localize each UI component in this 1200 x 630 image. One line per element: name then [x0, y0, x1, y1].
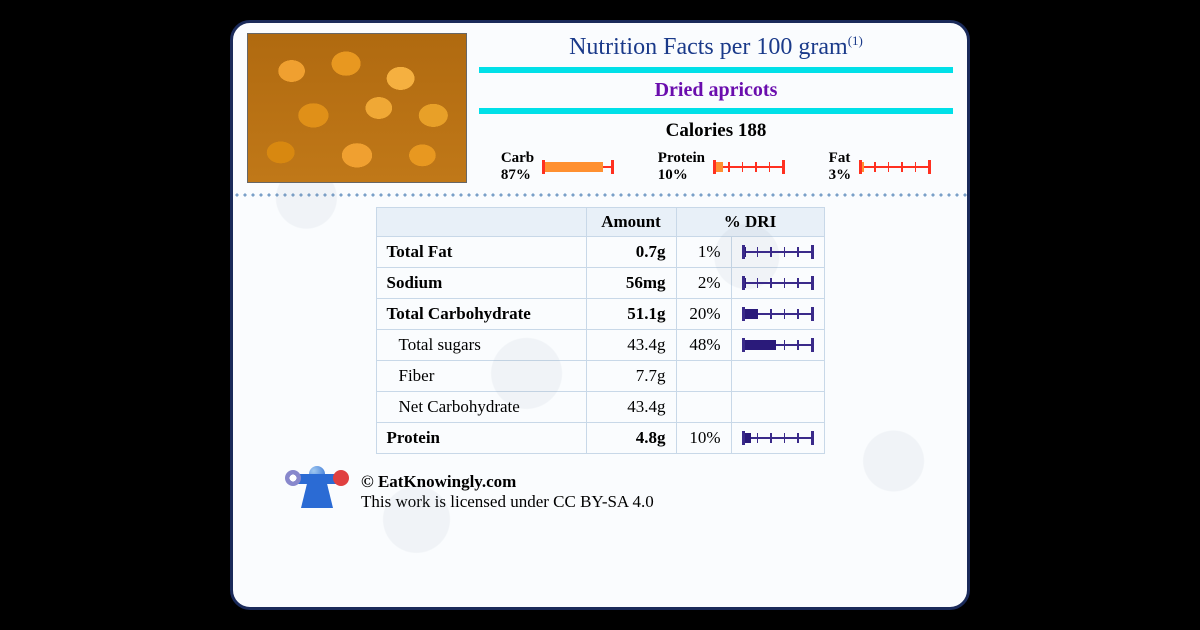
nutrient-dri: 1% — [676, 237, 731, 268]
nutrient-name: Sodium — [376, 268, 586, 299]
macro-label: Fat3% — [829, 150, 852, 183]
col-blank — [376, 208, 586, 237]
calories-line: Calories 188 — [479, 120, 953, 142]
food-image — [247, 33, 467, 183]
nutrient-name: Total Fat — [376, 237, 586, 268]
col-dri: % DRI — [676, 208, 824, 237]
title-text: Nutrition Facts per 100 gram — [569, 34, 848, 60]
nutrient-amount: 0.7g — [586, 237, 676, 268]
divider-dots — [233, 193, 967, 197]
nutrient-dri — [676, 361, 731, 392]
copyright-text: © EatKnowingly.com — [361, 472, 654, 492]
title-sup: (1) — [848, 33, 863, 48]
nutrient-gauge-cell — [731, 330, 824, 361]
nutrient-dri: 48% — [676, 330, 731, 361]
gauge-icon — [742, 431, 814, 445]
macro-label: Carb87% — [501, 150, 534, 183]
nutrient-amount: 56mg — [586, 268, 676, 299]
table-row: Total Fat0.7g1% — [376, 237, 824, 268]
gauge-icon — [742, 338, 814, 352]
nutrient-dri: 20% — [676, 299, 731, 330]
gauge-icon — [713, 160, 785, 174]
nutrient-amount: 4.8g — [586, 423, 676, 454]
nutrient-amount: 43.4g — [586, 392, 676, 423]
gauge-icon — [542, 160, 614, 174]
header-row: Nutrition Facts per 100 gram(1) Dried ap… — [247, 33, 953, 183]
table-row: Sodium56mg2% — [376, 268, 824, 299]
nutrient-dri: 2% — [676, 268, 731, 299]
nutrition-card: Nutrition Facts per 100 gram(1) Dried ap… — [230, 20, 970, 610]
nutrient-gauge-cell — [731, 237, 824, 268]
macro-label: Protein10% — [658, 150, 705, 183]
nutrient-gauge-cell — [731, 299, 824, 330]
logo-icon — [287, 468, 347, 516]
gauge-icon — [859, 160, 931, 174]
table-row: Protein4.8g10% — [376, 423, 824, 454]
food-name: Dried apricots — [479, 79, 953, 102]
gauge-icon — [742, 307, 814, 321]
table-row: Total Carbohydrate51.1g20% — [376, 299, 824, 330]
nutrient-gauge-cell — [731, 268, 824, 299]
nutrient-name: Total sugars — [376, 330, 586, 361]
nutrient-name: Net Carbohydrate — [376, 392, 586, 423]
col-amount: Amount — [586, 208, 676, 237]
macro-item: Fat3% — [829, 150, 932, 183]
table-row: Total sugars43.4g48% — [376, 330, 824, 361]
footer-text: © EatKnowingly.com This work is licensed… — [361, 472, 654, 512]
gauge-icon — [742, 276, 814, 290]
macro-row: Carb87% Protein10% Fat3% — [479, 150, 953, 183]
nutrient-dri — [676, 392, 731, 423]
footer: © EatKnowingly.com This work is licensed… — [247, 468, 953, 516]
nutrient-name: Total Carbohydrate — [376, 299, 586, 330]
table-header-row: Amount % DRI — [376, 208, 824, 237]
license-text: This work is licensed under CC BY-SA 4.0 — [361, 492, 654, 512]
nutrient-dri: 10% — [676, 423, 731, 454]
table-row: Net Carbohydrate43.4g — [376, 392, 824, 423]
divider-cyan — [479, 67, 953, 73]
nutrition-table: Amount % DRI Total Fat0.7g1%Sodium56mg2%… — [376, 207, 825, 454]
page-title: Nutrition Facts per 100 gram(1) — [479, 33, 953, 61]
macro-item: Protein10% — [658, 150, 785, 183]
nutrient-gauge-cell — [731, 361, 824, 392]
nutrient-amount: 7.7g — [586, 361, 676, 392]
nutrient-name: Protein — [376, 423, 586, 454]
nutrient-gauge-cell — [731, 392, 824, 423]
table-row: Fiber7.7g — [376, 361, 824, 392]
nutrient-name: Fiber — [376, 361, 586, 392]
macro-item: Carb87% — [501, 150, 614, 183]
nutrient-gauge-cell — [731, 423, 824, 454]
nutrient-amount: 51.1g — [586, 299, 676, 330]
header-column: Nutrition Facts per 100 gram(1) Dried ap… — [479, 33, 953, 183]
gauge-icon — [742, 245, 814, 259]
divider-cyan — [479, 108, 953, 114]
nutrient-amount: 43.4g — [586, 330, 676, 361]
